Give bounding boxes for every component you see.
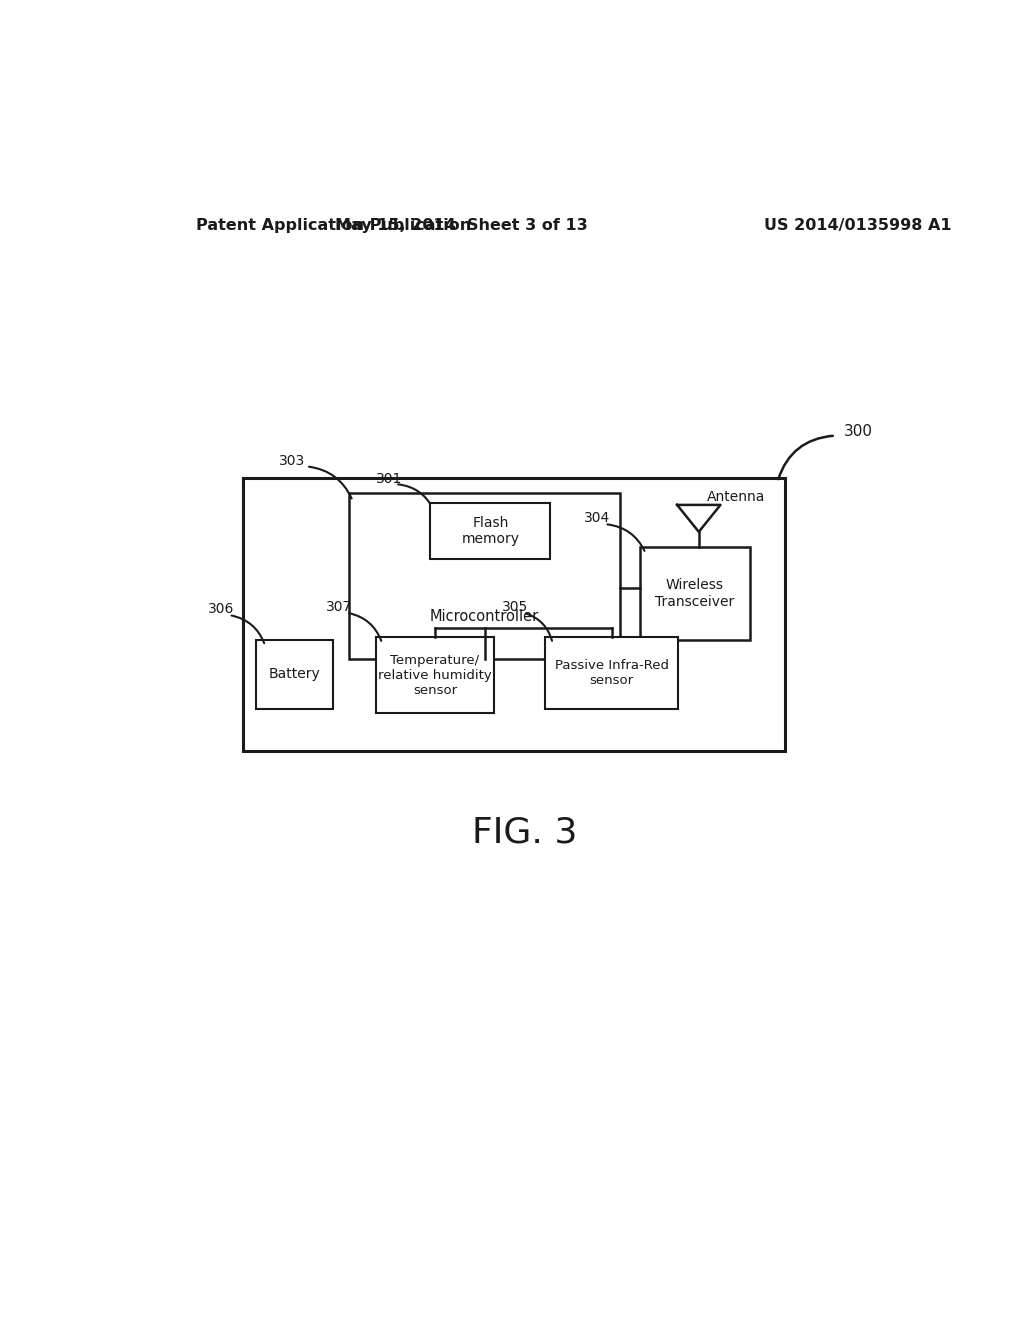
Text: Antenna: Antenna: [707, 490, 765, 504]
Bar: [349, 494, 621, 659]
Text: Wireless
Transceiver: Wireless Transceiver: [655, 578, 734, 609]
Bar: [256, 640, 334, 709]
Text: Patent Application Publication: Patent Application Publication: [197, 218, 471, 232]
Bar: [430, 503, 550, 558]
Text: US 2014/0135998 A1: US 2014/0135998 A1: [764, 218, 951, 232]
Text: FIG. 3: FIG. 3: [472, 816, 578, 849]
Bar: [243, 478, 785, 751]
Text: 300: 300: [844, 424, 872, 440]
Text: Microcontroller: Microcontroller: [430, 609, 539, 624]
Text: 304: 304: [584, 511, 610, 525]
Text: Temperature/
relative humidity
sensor: Temperature/ relative humidity sensor: [378, 653, 492, 697]
Bar: [376, 638, 494, 713]
Text: 301: 301: [376, 471, 402, 486]
Text: 303: 303: [280, 454, 305, 469]
Bar: [640, 548, 751, 640]
Text: Passive Infra-Red
sensor: Passive Infra-Red sensor: [555, 659, 669, 688]
Text: 307: 307: [326, 599, 352, 614]
Text: Flash
memory: Flash memory: [462, 516, 519, 546]
Text: May 15, 2014  Sheet 3 of 13: May 15, 2014 Sheet 3 of 13: [335, 218, 588, 232]
Bar: [545, 638, 678, 709]
Text: 306: 306: [208, 602, 234, 616]
Text: Battery: Battery: [268, 668, 321, 681]
Text: 305: 305: [503, 599, 528, 614]
